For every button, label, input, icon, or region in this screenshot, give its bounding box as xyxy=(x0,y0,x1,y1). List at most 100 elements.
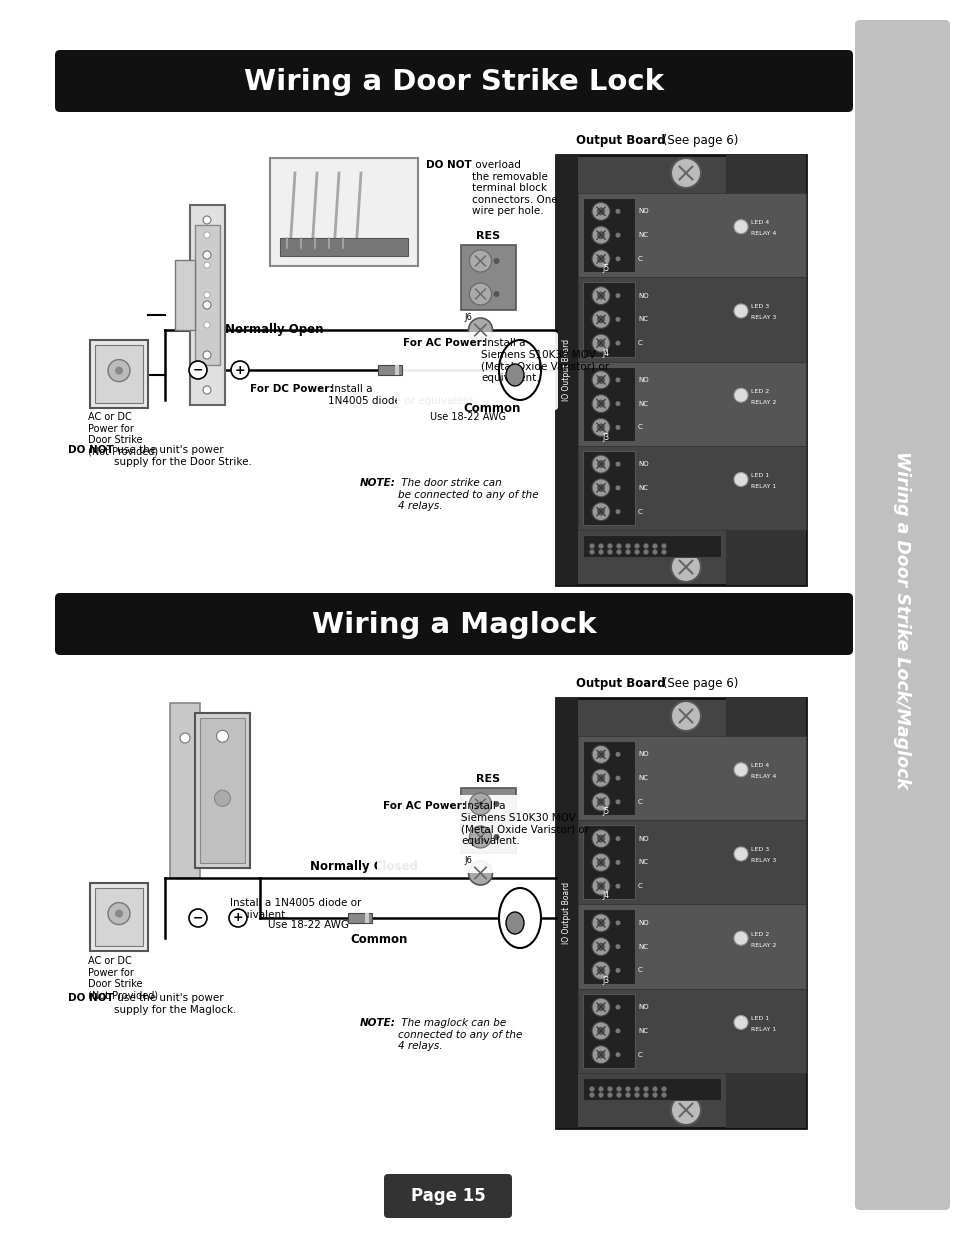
Circle shape xyxy=(597,291,604,300)
Bar xyxy=(194,225,220,366)
Circle shape xyxy=(203,351,211,359)
Circle shape xyxy=(216,730,229,742)
Bar xyxy=(194,713,250,868)
Bar xyxy=(460,788,516,853)
Text: Output Board: Output Board xyxy=(576,677,665,690)
Circle shape xyxy=(615,799,619,804)
Text: The door strike can
be connected to any of the
4 relays.: The door strike can be connected to any … xyxy=(397,478,538,511)
Circle shape xyxy=(615,860,619,864)
Circle shape xyxy=(615,341,619,346)
Circle shape xyxy=(592,877,609,895)
Circle shape xyxy=(615,1029,619,1034)
Text: NOTE:: NOTE: xyxy=(359,478,395,488)
Circle shape xyxy=(652,1093,657,1098)
Text: The maglock can be
connected to any of the
4 relays.: The maglock can be connected to any of t… xyxy=(397,1018,522,1051)
Circle shape xyxy=(670,158,700,188)
Bar xyxy=(200,718,245,863)
Bar xyxy=(582,283,635,357)
Bar xyxy=(556,698,805,1128)
Circle shape xyxy=(597,207,604,215)
Circle shape xyxy=(597,882,604,890)
Bar xyxy=(578,820,805,904)
Circle shape xyxy=(616,543,620,548)
Text: (See page 6): (See page 6) xyxy=(659,135,738,147)
FancyBboxPatch shape xyxy=(55,49,852,112)
Text: +: + xyxy=(233,911,243,925)
Circle shape xyxy=(670,552,700,582)
Bar xyxy=(578,277,805,362)
Bar xyxy=(90,883,148,951)
Text: J6: J6 xyxy=(463,312,472,322)
Circle shape xyxy=(615,944,619,950)
Circle shape xyxy=(203,387,211,394)
Circle shape xyxy=(592,1021,609,1040)
Circle shape xyxy=(615,968,619,973)
Circle shape xyxy=(643,543,648,548)
Circle shape xyxy=(733,931,747,945)
Text: use the unit's power
supply for the Door Strike.: use the unit's power supply for the Door… xyxy=(113,445,252,467)
Bar xyxy=(365,913,369,923)
Circle shape xyxy=(592,479,609,496)
Circle shape xyxy=(597,315,604,324)
Circle shape xyxy=(615,920,619,925)
Circle shape xyxy=(670,1095,700,1125)
Bar xyxy=(582,994,635,1068)
Text: Use 18-22 AWG: Use 18-22 AWG xyxy=(268,920,349,930)
Circle shape xyxy=(597,835,604,842)
Text: NC: NC xyxy=(638,316,647,322)
Circle shape xyxy=(189,909,207,927)
Text: For DC Power:: For DC Power: xyxy=(250,384,334,394)
Text: C: C xyxy=(638,799,642,805)
Bar xyxy=(582,825,635,899)
Text: J3: J3 xyxy=(601,976,608,984)
Circle shape xyxy=(592,937,609,956)
Text: J5: J5 xyxy=(601,264,608,273)
Circle shape xyxy=(598,1087,603,1092)
Circle shape xyxy=(469,793,491,815)
Text: C: C xyxy=(638,967,642,973)
Text: −: − xyxy=(193,911,203,925)
Circle shape xyxy=(592,853,609,872)
Circle shape xyxy=(592,249,609,268)
Text: For AC Power:: For AC Power: xyxy=(382,802,465,811)
Circle shape xyxy=(652,543,657,548)
Text: RELAY 4: RELAY 4 xyxy=(750,774,776,779)
Text: Page 15: Page 15 xyxy=(410,1187,485,1205)
Bar xyxy=(556,156,805,585)
Text: Install a 1N4005 diode or
equivalent.: Install a 1N4005 diode or equivalent. xyxy=(230,898,361,920)
Circle shape xyxy=(616,1093,620,1098)
Circle shape xyxy=(733,220,747,233)
Text: NO: NO xyxy=(638,461,648,467)
Bar xyxy=(582,451,635,525)
Circle shape xyxy=(660,1087,666,1092)
Circle shape xyxy=(615,752,619,757)
Text: NO: NO xyxy=(638,377,648,383)
Circle shape xyxy=(660,1093,666,1098)
Circle shape xyxy=(493,802,499,806)
Bar xyxy=(348,913,372,923)
Circle shape xyxy=(615,509,619,514)
Bar xyxy=(95,888,143,946)
Text: J6: J6 xyxy=(463,856,472,864)
Circle shape xyxy=(634,1093,639,1098)
Circle shape xyxy=(615,836,619,841)
Text: C: C xyxy=(638,509,642,515)
Text: Normally Open: Normally Open xyxy=(225,324,323,336)
Circle shape xyxy=(615,883,619,889)
Circle shape xyxy=(597,1051,604,1058)
Circle shape xyxy=(493,258,499,264)
Circle shape xyxy=(597,858,604,867)
Text: RELAY 2: RELAY 2 xyxy=(750,400,776,405)
Circle shape xyxy=(597,375,604,384)
Circle shape xyxy=(115,367,123,374)
Text: NC: NC xyxy=(638,400,647,406)
Text: NO: NO xyxy=(638,920,648,926)
Ellipse shape xyxy=(498,888,540,948)
Circle shape xyxy=(597,966,604,974)
Bar xyxy=(578,446,805,530)
Bar xyxy=(556,698,578,1128)
Bar xyxy=(377,366,401,375)
Circle shape xyxy=(592,769,609,787)
Circle shape xyxy=(615,1004,619,1010)
Circle shape xyxy=(589,543,594,548)
